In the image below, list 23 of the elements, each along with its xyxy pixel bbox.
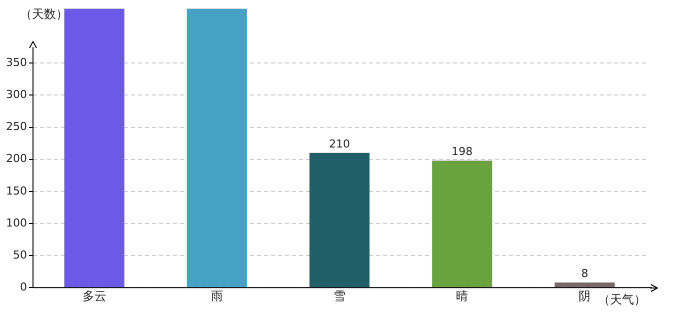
x-tick-label: 晴: [456, 288, 468, 303]
y-tick-label: 250: [6, 120, 27, 134]
y-tick-label: 50: [13, 248, 27, 262]
bar: [554, 282, 615, 288]
data-label: 210: [329, 137, 350, 150]
bar: [309, 152, 370, 288]
y-tick-label: 200: [6, 152, 27, 166]
x-tick-label: 雪: [334, 288, 346, 303]
y-axis-title: （天数）: [20, 7, 68, 22]
data-label: 8: [581, 266, 588, 280]
x-axis-title: （天气）: [598, 292, 646, 307]
bar: [186, 8, 247, 288]
y-tick-label: 350: [6, 56, 27, 69]
bar: [64, 8, 124, 288]
data-label: 198: [452, 144, 473, 158]
x-tick-label: 雨: [210, 288, 223, 303]
y-tick-label: 150: [6, 184, 27, 198]
y-tick-label: 0: [20, 280, 27, 294]
bar: [432, 160, 492, 288]
y-tick-label: 100: [6, 216, 27, 230]
y-tick-label: 300: [6, 88, 27, 102]
x-tick-label: 多云: [82, 288, 106, 303]
x-tick-label: 阴: [578, 288, 591, 303]
